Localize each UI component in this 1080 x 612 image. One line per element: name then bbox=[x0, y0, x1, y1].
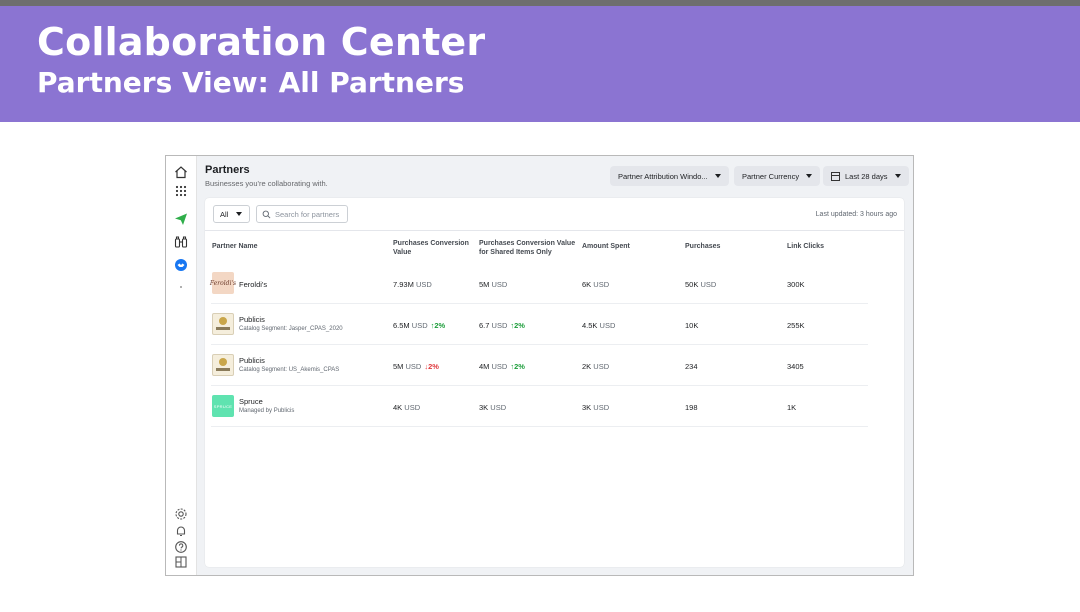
pcv-cell: 7.93M USD bbox=[393, 280, 432, 289]
partner-name[interactable]: Spruce bbox=[239, 397, 263, 406]
date-range-dropdown[interactable]: Last 28 days bbox=[823, 166, 909, 186]
row-divider bbox=[211, 426, 868, 427]
search-input[interactable] bbox=[275, 209, 347, 219]
link-clicks-cell: 1K bbox=[787, 403, 797, 412]
row-divider bbox=[211, 385, 868, 386]
send-icon[interactable] bbox=[173, 211, 189, 227]
change-up-badge: ↑2% bbox=[510, 321, 525, 330]
pcv-shared-cell: 6.7 USD ↑2% bbox=[479, 321, 525, 330]
column-header-pcv[interactable]: Purchases Conversion Value bbox=[393, 240, 469, 256]
partner-name[interactable]: Feroldi's bbox=[239, 280, 268, 289]
search-icon bbox=[262, 210, 271, 218]
page-subtitle: Businesses you're collaborating with. bbox=[205, 179, 328, 188]
row-divider bbox=[211, 344, 868, 345]
pcv-cell: 6.5M USD ↑2% bbox=[393, 321, 446, 330]
top-strip bbox=[0, 0, 1080, 6]
partner-filter-value: All bbox=[220, 209, 229, 219]
pcv-shared-cell: 3K USD bbox=[479, 403, 507, 412]
table-row[interactable]: Feroldi's Feroldi's 7.93M USD 5M USD 6K … bbox=[205, 263, 904, 304]
last-updated: Last updated: 3 hours ago bbox=[815, 211, 897, 218]
gear-icon[interactable] bbox=[173, 506, 189, 522]
partner-currency-dropdown[interactable]: Partner Currency bbox=[734, 166, 821, 186]
home-icon[interactable] bbox=[173, 164, 189, 180]
table-row[interactable]: Publicis Catalog Segment: US_Akemis_CPAS… bbox=[205, 345, 904, 386]
app-window: Partners Businesses you're collaborating… bbox=[165, 155, 914, 576]
partner-catalog-segment: Catalog Segment: Jasper_CPAS_2020 bbox=[239, 326, 343, 332]
handshake-icon[interactable] bbox=[173, 257, 189, 273]
pcv-cell: 5M USD ↓2% bbox=[393, 362, 439, 371]
chevron-down-icon bbox=[894, 174, 901, 178]
partner-currency-label: Partner Currency bbox=[742, 171, 800, 181]
calendar-icon bbox=[831, 171, 840, 181]
column-header-pcv-shared[interactable]: Purchases Conversion Value for Shared It… bbox=[479, 240, 576, 256]
change-up-badge: ↑2% bbox=[430, 321, 446, 330]
grid-icon[interactable] bbox=[173, 183, 189, 199]
rail-more-dot bbox=[180, 286, 182, 288]
link-clicks-cell: 255K bbox=[787, 321, 805, 330]
purchases-cell: 234 bbox=[685, 362, 698, 371]
panel-icon[interactable] bbox=[173, 554, 189, 570]
page-title: Partners bbox=[205, 164, 250, 176]
amount-spent-cell: 2K USD bbox=[582, 362, 610, 371]
purchases-cell: 10K bbox=[685, 321, 699, 330]
left-nav-rail bbox=[166, 156, 197, 575]
partner-catalog-segment: Catalog Segment: US_Akemis_CPAS bbox=[239, 367, 340, 373]
binoculars-icon[interactable] bbox=[173, 234, 189, 250]
banner-subtitle: Partners View: All Partners bbox=[37, 66, 465, 99]
purchases-cell: 198 bbox=[685, 403, 698, 412]
column-header-link-clicks[interactable]: Link Clicks bbox=[787, 243, 824, 250]
purchases-cell: 50K USD bbox=[685, 280, 717, 289]
attribution-window-dropdown[interactable]: Partner Attribution Windo... bbox=[610, 166, 729, 186]
amount-spent-cell: 4.5K USD bbox=[582, 321, 616, 330]
attribution-window-label: Partner Attribution Windo... bbox=[618, 171, 708, 181]
partner-managed-by: Managed by Publicis bbox=[239, 408, 295, 414]
help-icon[interactable] bbox=[173, 539, 189, 555]
change-up-badge: ↑2% bbox=[510, 362, 525, 371]
link-clicks-cell: 300K bbox=[787, 280, 805, 289]
partners-table-card: All Last updated: 3 hours ago Partner Na… bbox=[205, 198, 904, 567]
partner-logo: Feroldi's bbox=[210, 272, 236, 294]
pcv-shared-cell: 5M USD bbox=[479, 280, 508, 289]
date-range-label: Last 28 days bbox=[845, 171, 888, 181]
page-header: Partners Businesses you're collaborating… bbox=[205, 164, 328, 188]
change-down-badge: ↓2% bbox=[424, 362, 439, 371]
partner-logo: SPRUCE bbox=[212, 395, 234, 417]
chevron-down-icon bbox=[806, 174, 813, 178]
table-row[interactable]: SPRUCE Spruce Managed by Publicis 4K USD… bbox=[205, 386, 904, 427]
amount-spent-cell: 6K USD bbox=[582, 280, 610, 289]
column-header-amount-spent[interactable]: Amount Spent bbox=[582, 243, 630, 250]
bell-icon[interactable] bbox=[173, 523, 189, 539]
banner-title: Collaboration Center bbox=[37, 20, 486, 64]
partner-logo bbox=[212, 313, 234, 335]
amount-spent-cell: 3K USD bbox=[582, 403, 610, 412]
partner-search[interactable] bbox=[256, 205, 348, 223]
column-header-partner[interactable]: Partner Name bbox=[212, 243, 258, 250]
table-row[interactable]: Publicis Catalog Segment: Jasper_CPAS_20… bbox=[205, 304, 904, 345]
column-header-purchases[interactable]: Purchases bbox=[685, 243, 721, 250]
slide-banner: Collaboration Center Partners View: All … bbox=[0, 6, 1080, 122]
pcv-shared-cell: 4M USD ↑2% bbox=[479, 362, 525, 371]
link-clicks-cell: 3405 bbox=[787, 362, 804, 371]
partner-logo bbox=[212, 354, 234, 376]
row-divider bbox=[211, 303, 868, 304]
chevron-down-icon bbox=[236, 212, 243, 216]
chevron-down-icon bbox=[714, 174, 721, 178]
partner-filter-dropdown[interactable]: All bbox=[213, 205, 250, 223]
pcv-cell: 4K USD bbox=[393, 403, 421, 412]
partner-name[interactable]: Publicis bbox=[239, 356, 265, 365]
toolbar-divider bbox=[205, 230, 904, 231]
partner-name[interactable]: Publicis bbox=[239, 315, 265, 324]
